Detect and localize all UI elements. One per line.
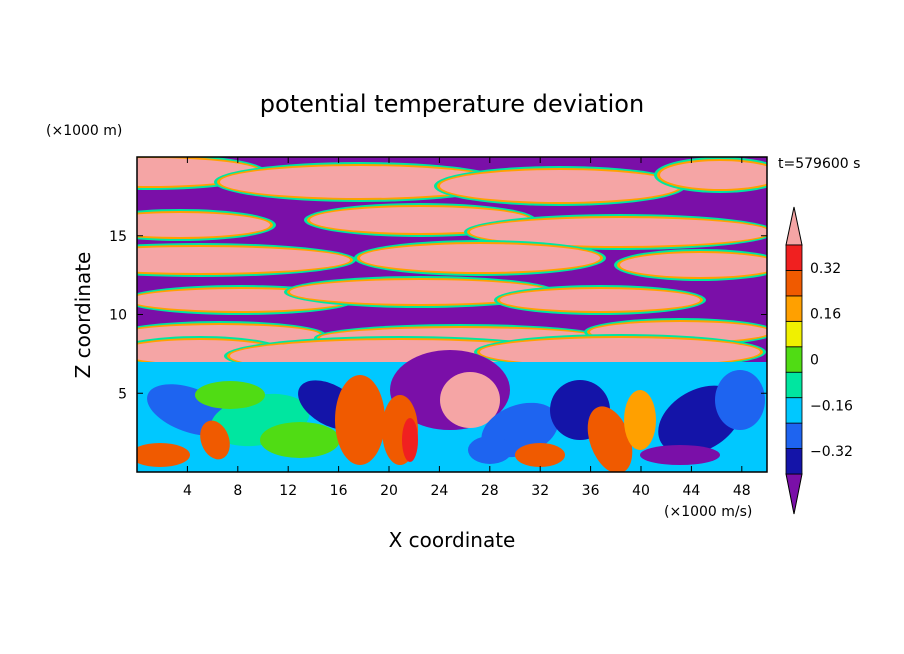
x-tick-label: 12 xyxy=(279,483,297,499)
colorbar-tick-label: 0.16 xyxy=(810,307,841,323)
colorbar-under-triangle xyxy=(785,473,803,515)
y-tick-label: 10 xyxy=(109,308,127,324)
field-region xyxy=(587,406,633,472)
y-axis: 5 10 15 xyxy=(109,229,767,402)
x-tick-label: 32 xyxy=(531,483,549,499)
x-tick-label: 20 xyxy=(380,483,398,499)
x-tick-label: 24 xyxy=(430,483,448,499)
colorbar-bin xyxy=(785,346,803,373)
colorbar: 0.32 0.16 0 −0.16 −0.32 xyxy=(785,206,853,515)
field-region xyxy=(660,161,767,189)
field-region xyxy=(260,422,340,458)
colorbar-tick-label: 0.32 xyxy=(810,261,841,277)
y-unit-label: (×1000 m) xyxy=(46,123,122,139)
x-tick-label: 36 xyxy=(582,483,600,499)
x-axis: 4 8 12 16 20 24 28 32 36 40 44 48 xyxy=(183,157,751,499)
chart-title: potential temperature deviation xyxy=(260,90,644,118)
colorbar-bin xyxy=(785,448,803,475)
x-tick-label: 8 xyxy=(233,483,242,499)
colorbar-over-triangle xyxy=(785,206,803,246)
colorbar-bin xyxy=(785,270,803,297)
field-region xyxy=(137,213,270,237)
colorbar-bin xyxy=(785,371,803,399)
field-region xyxy=(402,418,418,462)
field-region xyxy=(480,338,760,366)
colorbar-tick-label: −0.16 xyxy=(810,398,853,414)
field-region xyxy=(200,420,230,460)
field-region xyxy=(290,280,550,304)
field-region xyxy=(470,218,767,246)
field-region xyxy=(440,170,680,202)
x-tick-label: 16 xyxy=(330,483,348,499)
colorbar-tick-label: 0 xyxy=(810,353,819,369)
x-unit-label: (×1000 m/s) xyxy=(664,504,752,520)
colorbar-bin xyxy=(785,295,803,322)
colorbar-bin xyxy=(785,397,803,424)
colorbar-tick-label: −0.32 xyxy=(810,444,853,460)
field-region xyxy=(624,390,656,450)
field-region xyxy=(360,244,600,272)
x-axis-label: X coordinate xyxy=(389,528,516,552)
colorbar-bin xyxy=(785,320,803,348)
heatmap-field xyxy=(137,157,767,472)
time-label: t=579600 s xyxy=(778,156,860,172)
y-axis-label: Z coordinate xyxy=(71,252,95,379)
field-region xyxy=(220,166,500,198)
x-tick-label: 40 xyxy=(632,483,650,499)
x-tick-label: 4 xyxy=(183,483,192,499)
field-region xyxy=(500,289,700,311)
field-shapes xyxy=(137,157,767,472)
field-region xyxy=(195,381,265,409)
colorbar-bin xyxy=(785,422,803,449)
colorbar-bin xyxy=(785,244,803,271)
field-region xyxy=(137,443,190,467)
field-region xyxy=(715,370,765,430)
field-region xyxy=(440,372,500,428)
x-tick-label: 44 xyxy=(682,483,700,499)
x-tick-label: 28 xyxy=(481,483,499,499)
field-region xyxy=(640,445,720,465)
y-tick-label: 5 xyxy=(118,386,127,402)
field-region xyxy=(515,443,565,467)
y-tick-label: 15 xyxy=(109,229,127,245)
field-region xyxy=(335,375,385,465)
x-tick-label: 48 xyxy=(733,483,751,499)
field-region xyxy=(620,253,767,277)
field-region xyxy=(137,247,350,273)
field-region xyxy=(468,436,512,464)
